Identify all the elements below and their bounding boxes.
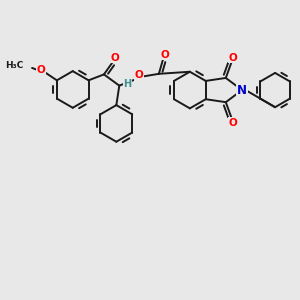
Text: O: O [229, 118, 238, 128]
Text: O: O [37, 65, 45, 75]
Text: O: O [229, 52, 238, 63]
Text: H₃C: H₃C [5, 61, 23, 70]
Text: H: H [124, 79, 132, 89]
Text: O: O [160, 50, 169, 60]
Text: N: N [237, 84, 247, 97]
Text: O: O [134, 70, 143, 80]
Text: O: O [110, 52, 119, 63]
